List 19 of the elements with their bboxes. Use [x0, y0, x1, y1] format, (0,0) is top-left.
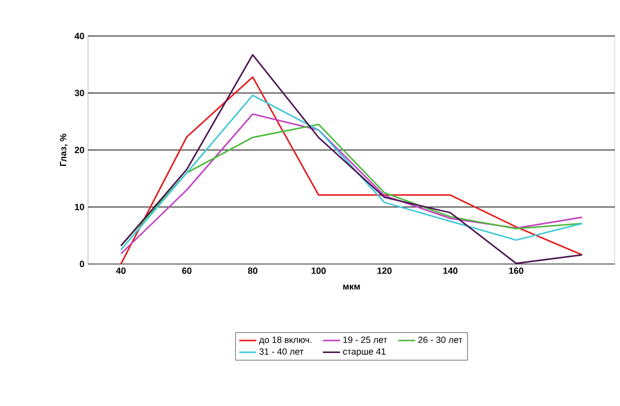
x-tick-label: 100 — [312, 268, 326, 274]
y-tick-label: 10 — [75, 204, 84, 210]
legend-label: 26 - 30 лет — [418, 336, 462, 343]
x-axis-title: мкм — [343, 284, 360, 290]
y-tick-label: 20 — [74, 146, 84, 154]
legend-label: до 18 включ. — [259, 336, 312, 345]
x-tick-label: 80 — [248, 268, 258, 274]
x-tick-label: 140 — [443, 268, 458, 274]
x-tick-label: 160 — [509, 268, 524, 274]
legend-label: старше 41 — [343, 348, 386, 356]
y-tick-label: 40 — [74, 32, 84, 40]
legend-label: 31 - 40 лет — [259, 348, 304, 355]
x-tick-label: 40 — [116, 268, 126, 274]
x-tick-label: 120 — [377, 268, 392, 274]
y-axis-title: Глаз, % — [60, 134, 68, 166]
y-tick-label: 0 — [80, 260, 84, 268]
x-tick-label: 60 — [182, 268, 192, 274]
y-tick-label: 30 — [74, 90, 84, 96]
legend-label: 19 - 25 лет — [343, 336, 388, 343]
